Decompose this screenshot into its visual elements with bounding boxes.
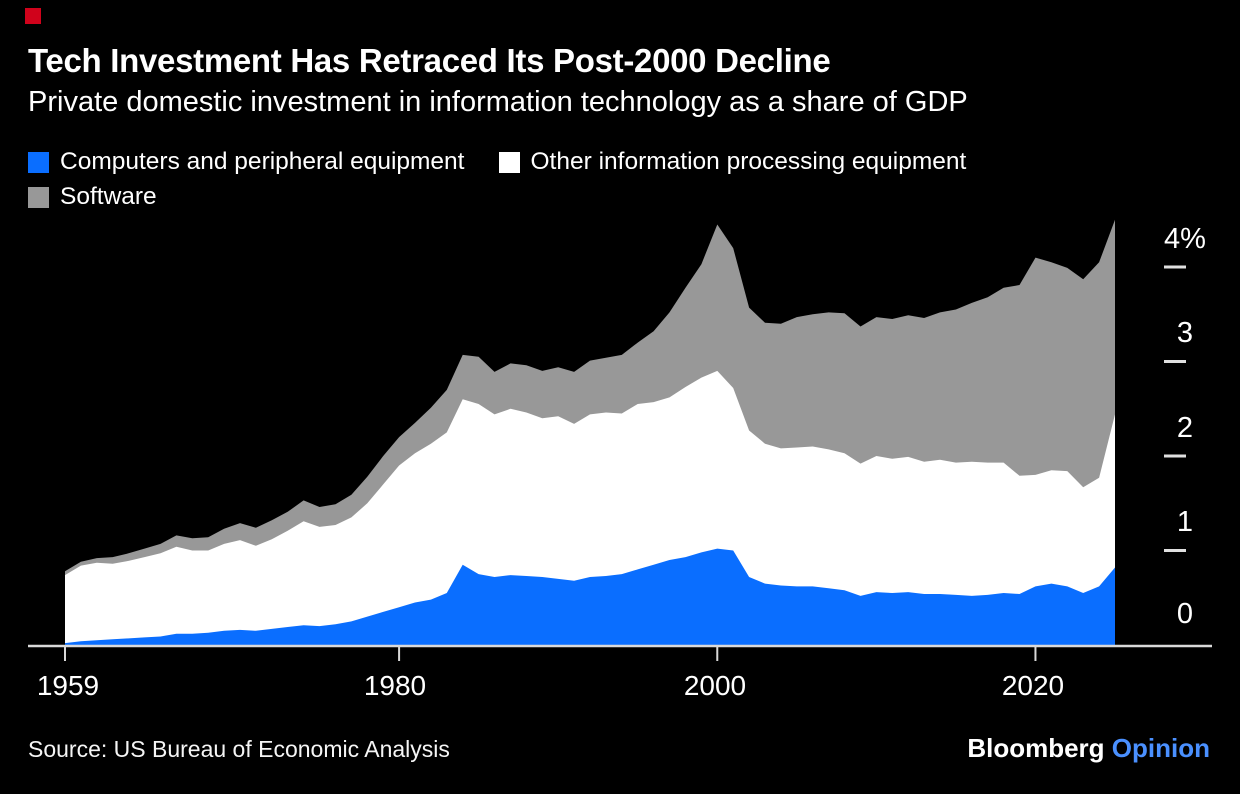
legend-label: Software [60, 183, 157, 210]
y-axis-label-4: 4% [1164, 223, 1206, 255]
bloomberg-opinion-logo: Bloomberg Opinion [967, 733, 1210, 764]
legend-item-software: Software [28, 183, 157, 211]
legend: Computers and peripheral equipment Other… [28, 148, 966, 211]
software-swatch-icon [28, 186, 49, 208]
source-note: Source: US Bureau of Economic Analysis [28, 736, 450, 762]
computers-swatch-icon [28, 151, 49, 173]
legend-row: Computers and peripheral equipment Other… [28, 148, 966, 176]
area-other-information-processing-equipment [65, 370, 1115, 645]
chart-subtitle: Private domestic investment in informati… [28, 86, 968, 118]
x-axis-label-2000: 2000 [683, 670, 747, 701]
legend-item-computers: Computers and peripheral equipment [28, 148, 465, 176]
x-axis-label-1980: 1980 [363, 670, 427, 701]
legend-label: Other information processing equipment [530, 148, 967, 175]
y-axis-label-2: 2 [1176, 412, 1194, 444]
legend-item-other-equipment: Other information processing equipment [498, 148, 967, 176]
y-axis-label-1: 1 [1176, 506, 1194, 538]
chart-title: Tech Investment Has Retraced Its Post-20… [28, 42, 831, 79]
brand-accent-square [25, 8, 41, 24]
opinion-wordmark: Opinion [1111, 733, 1210, 763]
y-axis-label-3: 3 [1176, 317, 1194, 349]
y-axis-label-0: 0 [1176, 598, 1194, 630]
bloomberg-wordmark: Bloomberg [967, 733, 1105, 763]
legend-row: Software [28, 183, 966, 211]
legend-label: Computers and peripheral equipment [60, 148, 465, 175]
other-equipment-swatch-icon [498, 151, 520, 173]
x-axis-label-1959: 1959 [36, 670, 100, 701]
x-axis-label-2020: 2020 [1001, 670, 1065, 701]
area-computers-and-peripheral-equipment [65, 548, 1115, 645]
